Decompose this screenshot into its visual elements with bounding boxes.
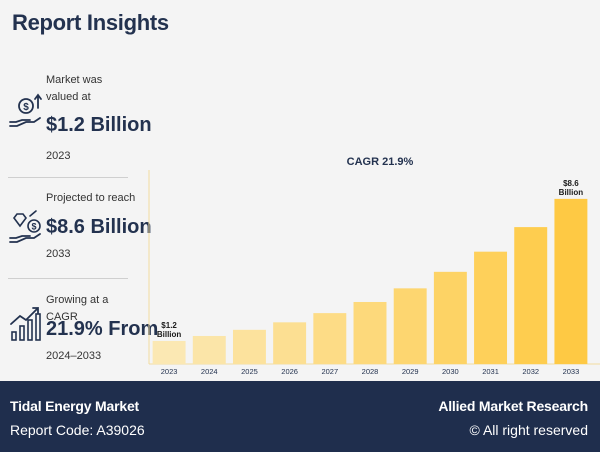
stat-market-value: $ Market was valued at $1.2 Billion 2023 [8,70,152,170]
x-tick-label: 2028 [362,367,379,376]
stat-year: 2024–2033 [46,350,102,362]
x-tick-label: 2029 [402,367,419,376]
x-tick-label: 2033 [563,367,580,376]
divider [8,177,128,178]
footer: Tidal Energy Market Report Code: A39026 … [0,381,600,452]
bar-2031 [474,251,508,364]
bar-2030 [433,271,467,364]
bar-chart: CAGR 21.9% 2023 2024 2025 2026 2027 2028 2029 20… [148,156,600,376]
x-tick-label: 2025 [241,367,258,376]
stat-projected-value: $ Projected to reach $8.6 Billion 2033 [8,190,152,270]
svg-text:$: $ [23,102,29,113]
stat-year: 2033 [46,248,71,260]
bar-2033 [554,198,588,364]
x-tick-label: 2032 [522,367,539,376]
x-tick-label: 2023 [161,367,178,376]
x-tick-label: 2024 [201,367,218,376]
growth-chart-icon [10,307,41,341]
bar-2023 [152,340,186,364]
brand-name: Allied Market Research [438,398,588,414]
page-title: Report Insights [12,10,169,35]
bar-2024 [192,335,226,364]
report-code: Report Code: A39026 [10,422,145,438]
diamond-hand-icon: $ [9,210,41,243]
stat-value: $8.6 Billion [46,216,152,238]
x-tick-label: 2027 [321,367,338,376]
money-hand-icon: $ [9,93,42,127]
bar-2027 [313,313,347,364]
data-label: $8.6 [563,179,579,188]
x-tick-label: 2030 [442,367,459,376]
stat-caption: Market was valued at [46,74,103,103]
data-label: Billion [559,188,584,197]
x-tick-label: 2031 [482,367,499,376]
x-tick-label: 2026 [281,367,298,376]
stat-value: $1.2 Billion [46,114,152,136]
report-name: Tidal Energy Market [10,398,139,414]
svg-text:$: $ [31,222,36,232]
copyright-text: © All right reserved [469,422,588,438]
bar-2026 [273,322,307,364]
stat-value: 21.9% From [46,318,159,340]
bar-2025 [232,329,266,364]
data-label: $1.2 [161,321,177,330]
data-label: Billion [157,330,182,339]
divider [8,278,128,279]
chart-title: CAGR 21.9% [347,156,414,168]
stat-year: 2023 [46,150,71,162]
stat-caption: Projected to reach [46,192,136,204]
bar-2028 [353,301,387,364]
bar-2032 [514,227,548,364]
bar-2029 [393,288,427,364]
stat-cagr: Growing at a CAGR 21.9% From 2024–2033 [8,290,158,370]
stat-caption: Growing at a CAGR [46,294,109,323]
